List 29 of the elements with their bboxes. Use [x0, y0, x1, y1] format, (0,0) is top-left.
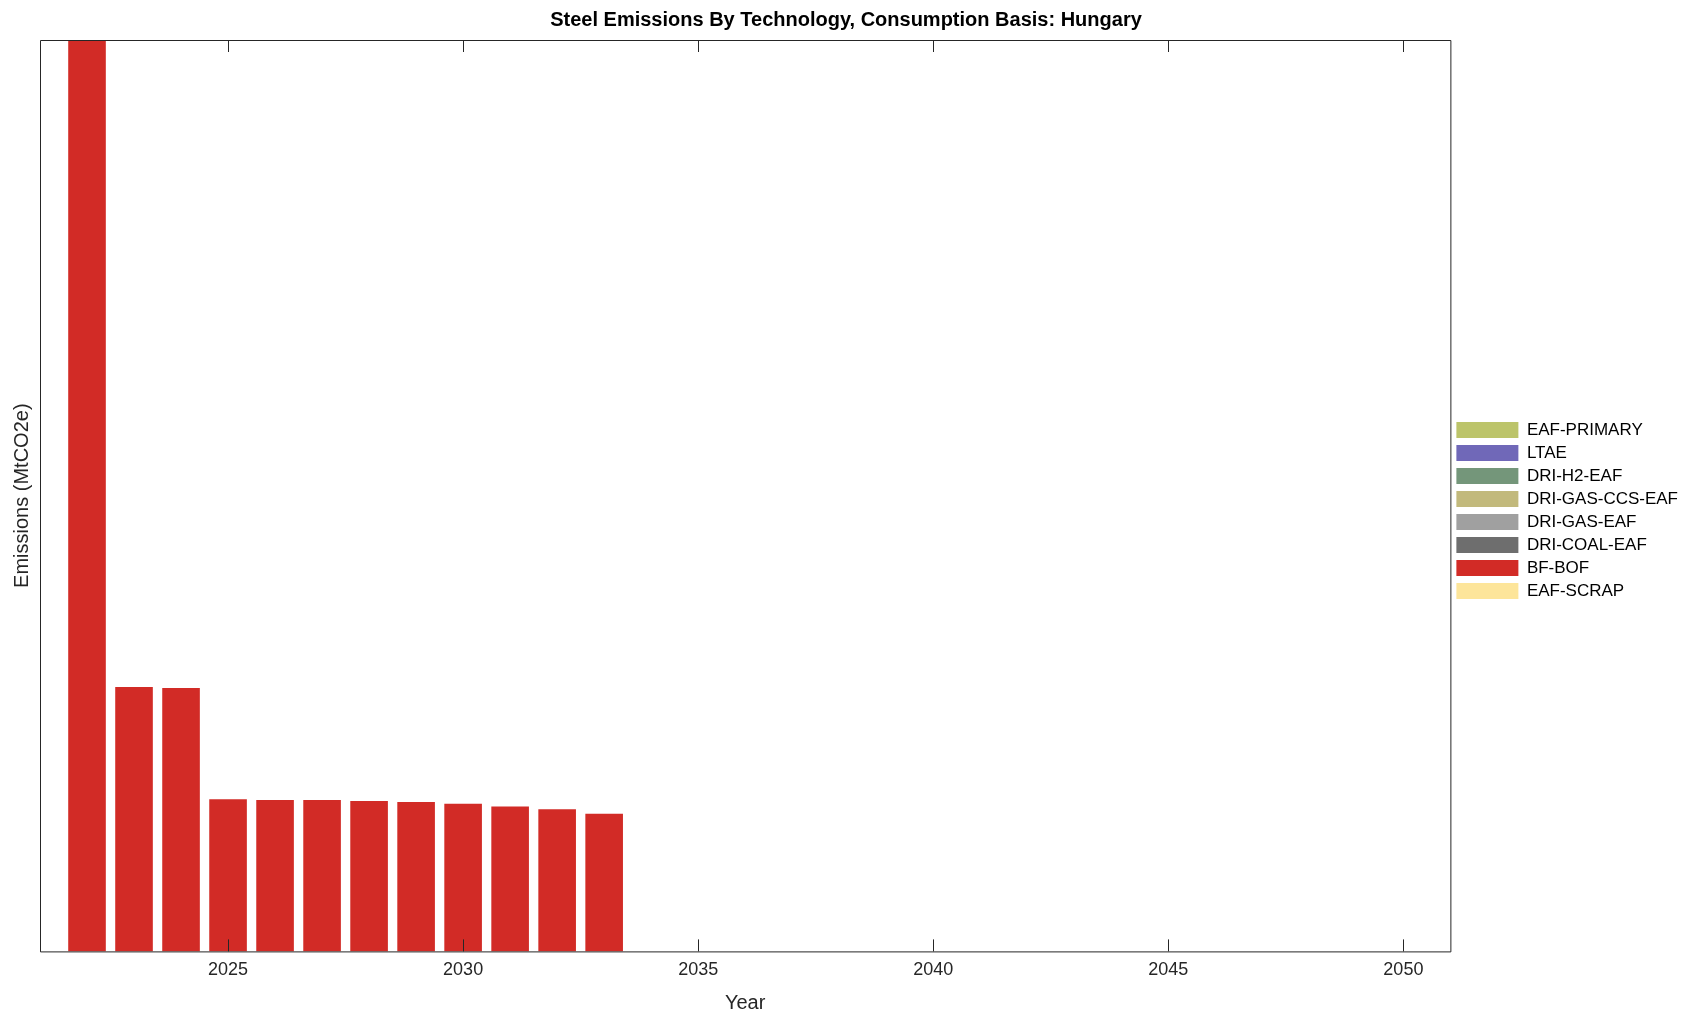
x-tick-label: 2050 [1383, 959, 1424, 980]
legend-label: DRI-GAS-CCS-EAF [1526, 488, 1679, 508]
x-axis-title: Year [724, 990, 766, 1013]
bar [115, 687, 153, 952]
x-tick-label: 2030 [443, 959, 484, 980]
x-tick-label: 2045 [1148, 959, 1189, 980]
bar [256, 800, 294, 952]
legend-label: DRI-GAS-EAF [1526, 511, 1637, 531]
y-axis-title: Emissions (MtCO2e) [9, 403, 32, 588]
bar [209, 799, 247, 952]
bar [491, 806, 529, 952]
bar [444, 803, 482, 952]
bar [538, 809, 576, 952]
bar [162, 688, 200, 952]
bar [68, 40, 106, 952]
bar [350, 801, 388, 952]
x-tick-label: 2035 [678, 959, 719, 980]
legend-label: LTAE [1526, 442, 1567, 462]
legend-label: EAF-SCRAP [1526, 580, 1625, 600]
bar [303, 800, 341, 952]
legend-label: DRI-H2-EAF [1526, 465, 1623, 485]
x-tick-label: 2040 [913, 959, 954, 980]
bar [585, 813, 623, 952]
legend-label: DRI-COAL-EAF [1526, 534, 1647, 554]
legend-label: EAF-PRIMARY [1526, 419, 1643, 439]
chart-title: Steel Emissions By Technology, Consumption Basis: Hungary [550, 7, 1143, 30]
bar [397, 801, 435, 952]
legend-label: BF-BOF [1526, 557, 1590, 577]
x-tick-label: 2025 [208, 959, 249, 980]
